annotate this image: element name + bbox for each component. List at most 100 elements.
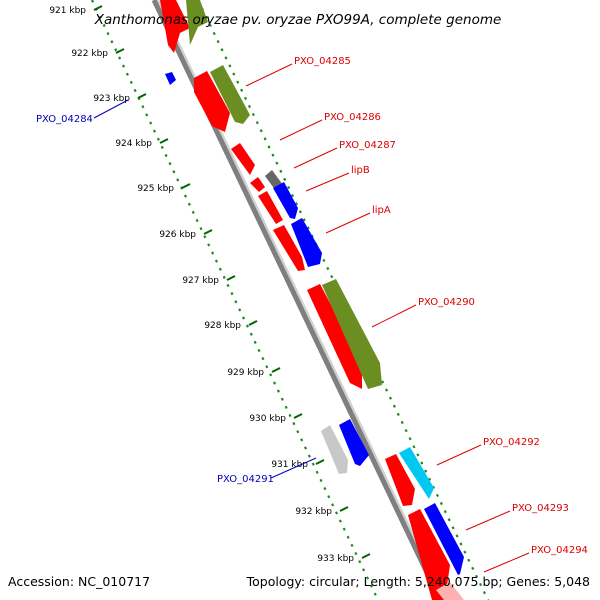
scale-dot (257, 348, 261, 353)
scale-dot (255, 121, 259, 125)
gene-feature[interactable] (436, 582, 464, 600)
scale-dot (400, 420, 404, 425)
tick-mark (226, 275, 236, 281)
tick-mark (361, 553, 371, 559)
scale-dot (276, 389, 280, 393)
scale-dot (244, 96, 248, 100)
scale-dot (279, 169, 283, 173)
gene-label-lipa[interactable]: lipA (372, 205, 391, 216)
scale-dot (385, 388, 389, 392)
scale-dot (482, 591, 486, 595)
scale-dot (291, 193, 295, 198)
tick-mark (248, 320, 258, 326)
scale-dot (362, 568, 366, 572)
tick-mark (159, 138, 169, 144)
gene-feature[interactable] (165, 72, 176, 85)
gene-label-pxo-04284[interactable]: PXO_04284 (36, 114, 93, 125)
tick-label: 925 kbp (137, 184, 174, 194)
scale-dot (463, 550, 467, 554)
scale-dot (284, 405, 288, 409)
gene-feature[interactable] (258, 191, 283, 224)
scale-dot (168, 162, 172, 166)
scale-dot (230, 291, 234, 296)
tick-mark (115, 48, 125, 54)
gene-feature[interactable] (307, 284, 362, 389)
gene-feature[interactable] (160, 0, 190, 53)
tick-label: 929 kbp (227, 368, 264, 378)
scale-dot (428, 477, 432, 481)
scale-dot (145, 113, 149, 117)
gene-label-pxo-04291[interactable]: PXO_04291 (217, 474, 274, 485)
gene-feature[interactable] (399, 447, 434, 499)
tick-label: 926 kbp (159, 230, 196, 240)
scale-dot (242, 316, 246, 320)
scale-dot (129, 80, 133, 84)
gene-feature[interactable] (231, 143, 255, 175)
scale-dot (187, 202, 191, 206)
gene-leader-line (436, 444, 482, 466)
scale-dot (224, 56, 228, 60)
scale-dot (247, 104, 251, 109)
gene-feature[interactable] (424, 503, 464, 575)
scale-dot (271, 153, 275, 157)
scale-dot (342, 527, 346, 531)
accession-text: Accession: NC_010717 (8, 574, 150, 589)
scale-dot (232, 72, 236, 76)
gene-label-pxo-04292[interactable]: PXO_04292 (483, 437, 540, 448)
scale-dot (273, 381, 277, 385)
scale-dot (125, 72, 129, 76)
scale-dot (300, 438, 304, 442)
scale-dot (404, 428, 408, 433)
scale-dot (265, 365, 269, 369)
gene-feature[interactable] (210, 65, 250, 124)
genome-summary-text: Topology: circular; Length: 5,240,075 bp… (246, 574, 590, 589)
scale-dot (191, 210, 195, 214)
scale-dot (306, 226, 310, 230)
scale-dot (234, 300, 238, 304)
gene-feature[interactable] (408, 509, 450, 600)
scale-dot (249, 332, 253, 336)
gene-feature[interactable] (321, 425, 348, 474)
gene-feature[interactable] (250, 177, 265, 192)
gene-feature[interactable] (186, 0, 208, 45)
gene-label-pxo-04287[interactable]: PXO_04287 (339, 140, 396, 151)
scale-dot (253, 340, 257, 344)
gene-feature[interactable] (273, 225, 305, 271)
scale-dot (327, 495, 331, 499)
gene-label-pxo-04294[interactable]: PXO_04294 (531, 545, 588, 556)
gene-feature[interactable] (339, 419, 369, 466)
gene-feature[interactable] (385, 454, 415, 506)
scale-dot (211, 251, 215, 255)
gene-feature[interactable] (273, 182, 298, 219)
gene-label-pxo-04286[interactable]: PXO_04286 (324, 112, 381, 123)
scale-dot (180, 186, 184, 190)
scale-dot (222, 275, 226, 279)
gene-feature[interactable] (291, 218, 322, 267)
scale-dot (331, 503, 335, 507)
tick-label: 933 kbp (317, 554, 354, 564)
gene-label-pxo-04290[interactable]: PXO_04290 (418, 297, 475, 308)
gene-feature[interactable] (194, 71, 230, 132)
scale-dot (218, 267, 222, 271)
scale-dot (251, 112, 255, 117)
scale-dot (443, 510, 447, 514)
gene-labels: PXO_04284 PXO_04285 PXO_04286 PXO_04287 lipB… (36, 56, 588, 573)
scale-dot (396, 412, 400, 416)
scale-dot (141, 105, 145, 109)
scale-dot (240, 88, 244, 92)
tick-mark (93, 5, 103, 11)
tick-label: 924 kbp (115, 139, 152, 149)
gene-label-lipb[interactable]: lipB (351, 165, 370, 176)
scale-dot (369, 584, 373, 588)
scale-dot (338, 519, 342, 523)
scale-dot (475, 574, 479, 579)
gene-leader-line (305, 172, 350, 192)
scale-dot (326, 266, 330, 271)
scale-dot (114, 48, 118, 52)
gene-feature[interactable] (322, 279, 382, 389)
tick-label: 922 kbp (71, 49, 108, 59)
gene-label-pxo-04293[interactable]: PXO_04293 (512, 503, 569, 514)
scale-dot (322, 258, 326, 263)
scale-dot (203, 235, 207, 239)
gene-label-pxo-04285[interactable]: PXO_04285 (294, 56, 351, 67)
